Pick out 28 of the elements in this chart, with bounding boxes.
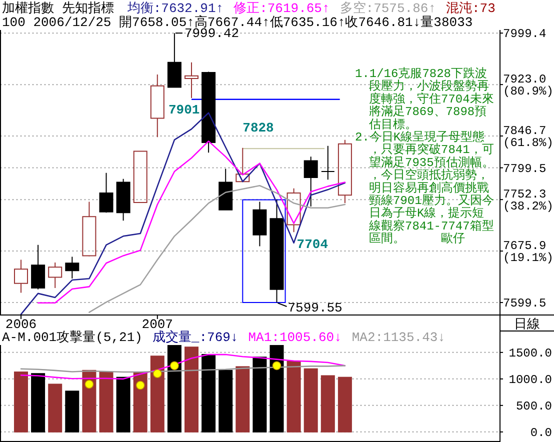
y-tick-label: 1500.0: [508, 346, 552, 360]
ref-line-label: 7901: [168, 102, 200, 118]
chart-title: 加權指數 先知指標: [2, 1, 114, 16]
text: 混沌:73: [446, 1, 496, 16]
y-tick-label: 7999.4: [503, 27, 546, 42]
y-tick-label: 7799.5: [503, 162, 546, 176]
y-tick-label: 7675.9 (19.1%): [503, 239, 554, 266]
y-tick-label: 500.0: [516, 399, 552, 414]
ref-line-label: 7828: [242, 120, 274, 136]
y-tick-label: 0.0: [530, 426, 552, 440]
annotation: 成交量_:769↓: [152, 329, 238, 345]
chart-title: A-M.001攻擊量(5,21): [2, 330, 142, 345]
text: 均衡:7632.91↑: [126, 1, 224, 16]
annotation: 7704: [296, 237, 328, 252]
y-tick-label: 1000.0: [508, 372, 552, 387]
text: 日線: [514, 317, 540, 332]
y-tick-label: 7846.7 (61.8%): [503, 124, 554, 150]
text: 1.1/16克服7828下跌波段壓力，小波段盤勢再度轉強，守住7704未來將滿足7869、7898預估目標。: [355, 67, 494, 132]
text: 多空:7575.86↑: [340, 1, 436, 16]
x-tick-label: 2006: [5, 317, 37, 332]
series-label: MA1:1005.60↓: [248, 330, 342, 345]
text: 2.今日K線呈現子母型態，只要再突破7841，可望滿足7935預估測幅。，今日空頭抵抗弱勢，明日容易再創高價挑戰頸線7901壓力。又因今日為子母K線，提示短線觀察7841-7747箱型區間。 歐仔: [355, 130, 494, 246]
annotation: 7599.55: [288, 300, 342, 316]
y-tick-label: 7923.0 (80.9%): [503, 72, 554, 99]
y-tick-label: 7599.5: [503, 296, 546, 311]
y-tick-label: 7752.3 (38.2%): [503, 188, 554, 214]
series-label: MA2:1135.43↓: [352, 330, 446, 345]
text: 修正:7619.65↑: [234, 1, 330, 16]
